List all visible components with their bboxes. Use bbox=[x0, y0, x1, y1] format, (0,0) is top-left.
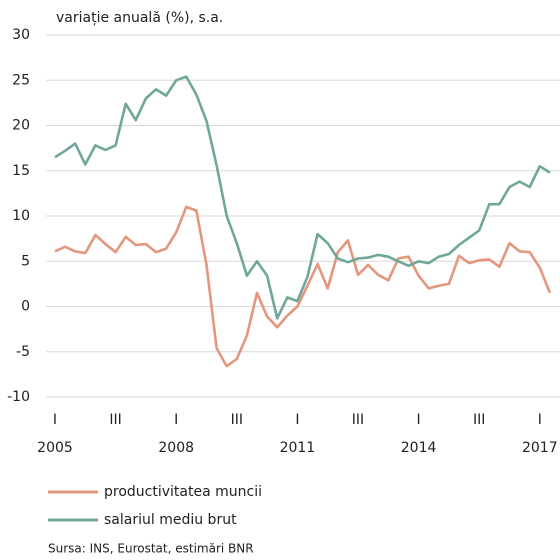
y-tick-label: 10 bbox=[12, 208, 30, 224]
x-tick-label: I bbox=[417, 412, 421, 428]
y-tick-label: -5 bbox=[16, 344, 30, 360]
y-tick-label: 20 bbox=[12, 118, 30, 134]
x-tick-label: I bbox=[53, 412, 57, 428]
x-tick-label: III bbox=[473, 412, 485, 428]
x-year-label: 2011 bbox=[280, 440, 316, 456]
x-year-label: 2005 bbox=[37, 440, 73, 456]
y-tick-label: 0 bbox=[21, 299, 30, 315]
y-axis-label: variație anuală (%), s.a. bbox=[56, 10, 223, 26]
y-tick-label: 30 bbox=[12, 27, 30, 43]
y-tick-label: 25 bbox=[12, 72, 30, 88]
x-tick-label: III bbox=[231, 412, 243, 428]
series-line bbox=[54, 75, 551, 320]
x-year-label: 2014 bbox=[401, 440, 437, 456]
x-tick-label: III bbox=[109, 412, 121, 428]
x-tick-label: III bbox=[352, 412, 364, 428]
y-tick-label: 15 bbox=[12, 163, 30, 179]
legend-label: salariul mediu brut bbox=[104, 512, 237, 528]
series-line bbox=[54, 205, 552, 368]
legend-label: productivitatea muncii bbox=[104, 484, 262, 500]
y-tick-label: -10 bbox=[7, 389, 30, 405]
x-tick-label: I bbox=[538, 412, 542, 428]
x-tick-label: I bbox=[295, 412, 299, 428]
x-year-label: 2017 bbox=[522, 440, 558, 456]
y-tick-label: 5 bbox=[21, 253, 30, 269]
x-year-label: 2008 bbox=[158, 440, 194, 456]
source: Sursa: INS, Eurostat, estimări BNR bbox=[48, 542, 254, 556]
x-tick-label: I bbox=[174, 412, 178, 428]
